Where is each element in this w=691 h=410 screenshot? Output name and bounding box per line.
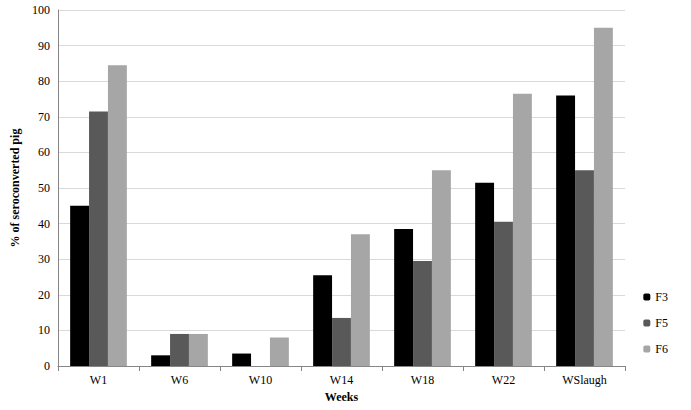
svg-text:0: 0 xyxy=(44,359,50,373)
svg-text:% of seroconverted pig: % of seroconverted pig xyxy=(8,129,22,248)
svg-text:F5: F5 xyxy=(655,316,668,330)
svg-text:40: 40 xyxy=(38,217,50,231)
svg-text:50: 50 xyxy=(38,181,50,195)
svg-text:F3: F3 xyxy=(655,290,668,304)
svg-text:90: 90 xyxy=(38,39,50,53)
svg-text:Weeks: Weeks xyxy=(325,390,359,404)
svg-text:W18: W18 xyxy=(411,373,434,387)
svg-text:10: 10 xyxy=(38,323,50,337)
svg-text:20: 20 xyxy=(38,288,50,302)
svg-text:F6: F6 xyxy=(655,342,668,356)
svg-text:WSlaugh: WSlaugh xyxy=(562,373,607,387)
svg-text:80: 80 xyxy=(38,74,50,88)
svg-text:W22: W22 xyxy=(492,373,515,387)
svg-text:70: 70 xyxy=(38,110,50,124)
svg-text:W1: W1 xyxy=(90,373,107,387)
svg-text:100: 100 xyxy=(32,3,50,17)
svg-text:30: 30 xyxy=(38,252,50,266)
svg-text:60: 60 xyxy=(38,145,50,159)
svg-text:W14: W14 xyxy=(330,373,353,387)
svg-text:W6: W6 xyxy=(171,373,188,387)
svg-text:W10: W10 xyxy=(249,373,272,387)
